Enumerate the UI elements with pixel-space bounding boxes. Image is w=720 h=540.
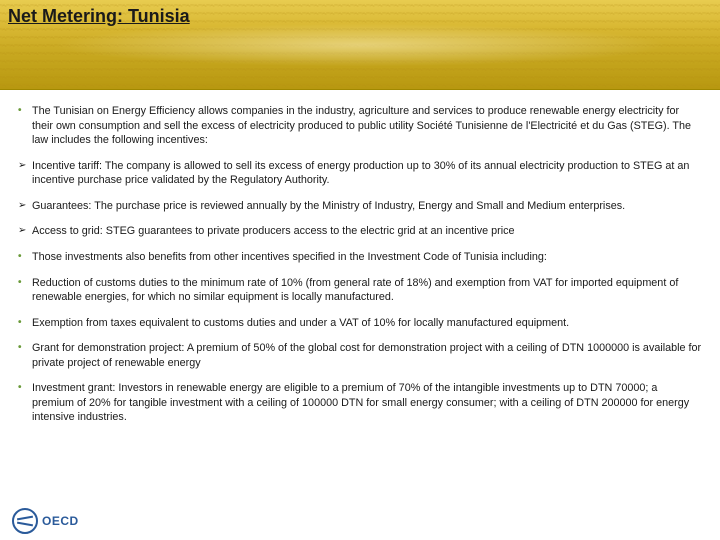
item-text: Guarantees: The purchase price is review…: [32, 199, 702, 214]
item-text: The Tunisian on Energy Efficiency allows…: [32, 104, 702, 148]
oecd-logo-icon: [12, 508, 38, 534]
slide-content: • The Tunisian on Energy Efficiency allo…: [0, 90, 720, 425]
bullet-icon: •: [18, 341, 32, 370]
list-item: • Reduction of customs duties to the min…: [18, 276, 702, 305]
list-item: ➢ Incentive tariff: The company is allow…: [18, 159, 702, 188]
list-item: • Investment grant: Investors in renewab…: [18, 381, 702, 425]
item-text: Investment grant: Investors in renewable…: [32, 381, 702, 425]
list-item: • The Tunisian on Energy Efficiency allo…: [18, 104, 702, 148]
list-item: • Exemption from taxes equivalent to cus…: [18, 316, 702, 331]
item-text: Access to grid: STEG guarantees to priva…: [32, 224, 702, 239]
slide-header: Net Metering: Tunisia: [0, 0, 720, 90]
item-text: Those investments also benefits from oth…: [32, 250, 702, 265]
arrow-icon: ➢: [18, 159, 32, 188]
arrow-icon: ➢: [18, 199, 32, 214]
slide-title: Net Metering: Tunisia: [8, 6, 190, 27]
oecd-logo-text: OECD: [42, 514, 79, 528]
item-text: Reduction of customs duties to the minim…: [32, 276, 702, 305]
list-item: ➢ Guarantees: The purchase price is revi…: [18, 199, 702, 214]
list-item: • Those investments also benefits from o…: [18, 250, 702, 265]
oecd-logo: OECD: [12, 508, 79, 534]
item-text: Exemption from taxes equivalent to custo…: [32, 316, 702, 331]
bullet-icon: •: [18, 250, 32, 265]
bullet-icon: •: [18, 104, 32, 148]
item-text: Grant for demonstration project: A premi…: [32, 341, 702, 370]
item-text: Incentive tariff: The company is allowed…: [32, 159, 702, 188]
bullet-icon: •: [18, 316, 32, 331]
list-item: ➢ Access to grid: STEG guarantees to pri…: [18, 224, 702, 239]
arrow-icon: ➢: [18, 224, 32, 239]
bullet-icon: •: [18, 381, 32, 425]
bullet-icon: •: [18, 276, 32, 305]
list-item: • Grant for demonstration project: A pre…: [18, 341, 702, 370]
